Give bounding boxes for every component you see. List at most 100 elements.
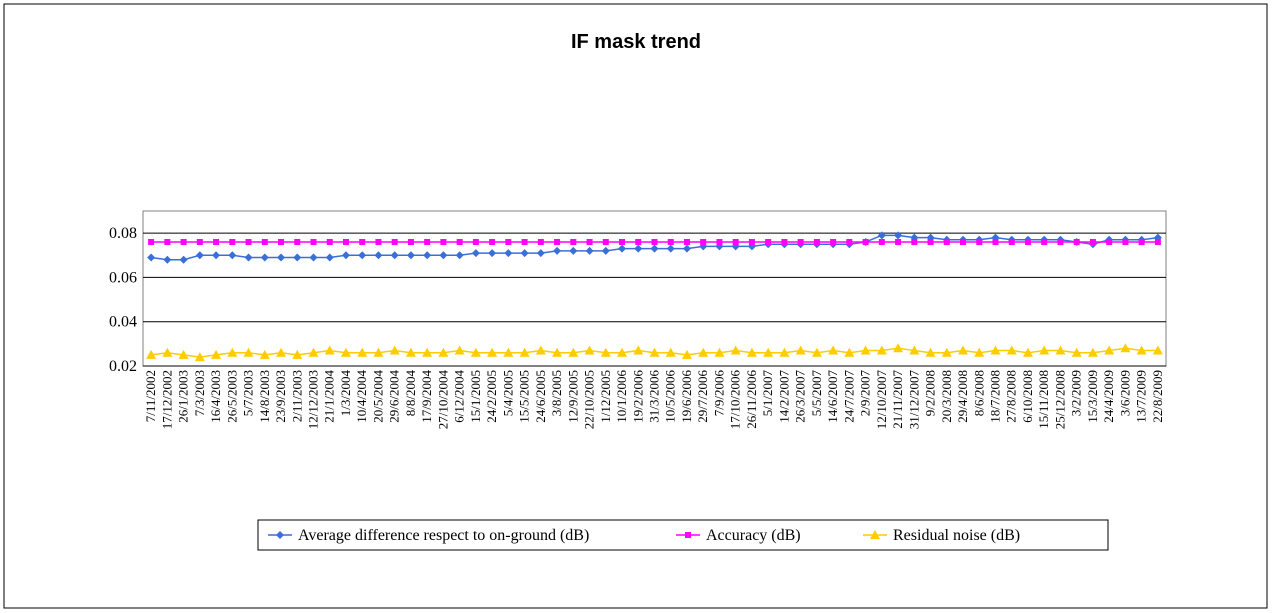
x-tick-label: 17/12/2002 xyxy=(159,370,174,429)
data-point xyxy=(519,347,530,357)
x-tick-label: 20/5/2004 xyxy=(370,370,385,423)
data-point xyxy=(1154,239,1161,245)
data-point xyxy=(1006,345,1017,355)
x-tick-label: 16/4/2003 xyxy=(208,370,223,423)
data-point xyxy=(227,347,238,357)
x-tick-label: 14/6/2007 xyxy=(825,370,840,423)
data-point xyxy=(960,239,967,245)
x-tick-label: 8/6/2008 xyxy=(971,370,986,416)
x-tick-label: 31/12/2007 xyxy=(906,370,921,430)
data-point xyxy=(665,347,676,357)
legend-marker xyxy=(276,531,284,539)
data-point xyxy=(1087,347,1098,357)
data-point xyxy=(730,345,741,355)
data-point xyxy=(537,239,544,245)
data-point xyxy=(893,343,904,353)
data-point xyxy=(196,239,203,245)
data-point xyxy=(391,239,398,245)
data-point xyxy=(228,251,237,260)
data-point xyxy=(830,239,837,245)
data-point xyxy=(1041,239,1048,245)
x-tick-label: 23/9/2003 xyxy=(273,370,288,423)
x-tick-label: 14/8/2003 xyxy=(257,370,272,423)
data-point xyxy=(341,251,350,260)
data-point xyxy=(163,255,172,264)
chart-title: IF mask trend xyxy=(571,31,701,53)
x-tick-label: 26/1/2003 xyxy=(176,370,191,423)
data-point xyxy=(324,345,335,355)
data-point xyxy=(487,347,498,357)
data-point xyxy=(440,239,447,245)
data-point xyxy=(472,239,479,245)
data-point xyxy=(489,239,496,245)
data-point xyxy=(179,255,188,264)
data-point xyxy=(1120,343,1131,353)
data-point xyxy=(1136,345,1147,355)
data-point xyxy=(878,239,885,245)
data-point xyxy=(553,246,562,255)
data-point xyxy=(746,347,757,357)
data-point xyxy=(958,345,969,355)
data-point xyxy=(212,251,221,260)
x-tick-label: 6/10/2008 xyxy=(1020,370,1035,423)
x-tick-label: 31/3/2006 xyxy=(647,370,662,423)
x-tick-label: 6/12/2004 xyxy=(452,370,467,423)
legend-marker xyxy=(685,532,691,538)
data-point xyxy=(974,347,985,357)
data-point xyxy=(552,347,563,357)
data-point xyxy=(781,239,788,245)
x-tick-label: 8/8/2004 xyxy=(403,370,418,417)
data-point xyxy=(405,347,416,357)
data-point xyxy=(618,244,627,253)
data-point xyxy=(180,239,187,245)
data-point xyxy=(1122,239,1129,245)
data-point xyxy=(602,239,609,245)
x-tick-label: 1/12/2005 xyxy=(598,370,613,423)
x-tick-label: 2/9/2007 xyxy=(858,370,873,417)
x-tick-label: 3/2/2009 xyxy=(1069,370,1084,416)
y-tick-label: 0.02 xyxy=(109,358,137,375)
data-point xyxy=(828,345,839,355)
data-point xyxy=(243,347,254,357)
x-tick-label: 29/7/2006 xyxy=(695,370,710,423)
x-tick-label: 24/4/2009 xyxy=(1101,370,1116,423)
data-point xyxy=(308,347,319,357)
x-tick-label: 24/6/2005 xyxy=(533,370,548,423)
data-point xyxy=(732,239,739,245)
data-point xyxy=(992,239,999,245)
data-point xyxy=(309,253,318,262)
data-point xyxy=(342,239,349,245)
data-point xyxy=(195,251,204,260)
data-point xyxy=(504,249,513,258)
data-point xyxy=(147,253,156,262)
x-tick-label: 17/10/2006 xyxy=(728,370,743,430)
x-tick-label: 5/4/2005 xyxy=(500,370,515,416)
data-point xyxy=(260,253,269,262)
data-point xyxy=(1089,239,1096,245)
data-point xyxy=(245,239,252,245)
data-point xyxy=(894,231,903,240)
x-tick-label: 13/7/2009 xyxy=(1134,370,1149,423)
data-point xyxy=(325,253,334,262)
data-point xyxy=(1055,345,1066,355)
legend-label: Accuracy (dB) xyxy=(706,527,801,544)
y-tick-label: 0.06 xyxy=(109,269,137,286)
data-point xyxy=(554,239,561,245)
data-point xyxy=(471,249,480,258)
data-point xyxy=(765,239,772,245)
data-point xyxy=(682,244,691,253)
data-point xyxy=(1152,345,1163,355)
y-tick-label: 0.04 xyxy=(109,314,137,331)
x-tick-label: 25/12/2008 xyxy=(1052,370,1067,429)
data-point xyxy=(651,239,658,245)
data-point xyxy=(586,239,593,245)
data-point xyxy=(990,345,1001,355)
legend-marker xyxy=(870,530,880,539)
data-point xyxy=(1057,239,1064,245)
x-tick-label: 26/5/2003 xyxy=(224,370,239,423)
data-point xyxy=(846,239,853,245)
data-point xyxy=(748,239,755,245)
data-point xyxy=(666,244,675,253)
data-point xyxy=(521,239,528,245)
data-point xyxy=(438,347,449,357)
